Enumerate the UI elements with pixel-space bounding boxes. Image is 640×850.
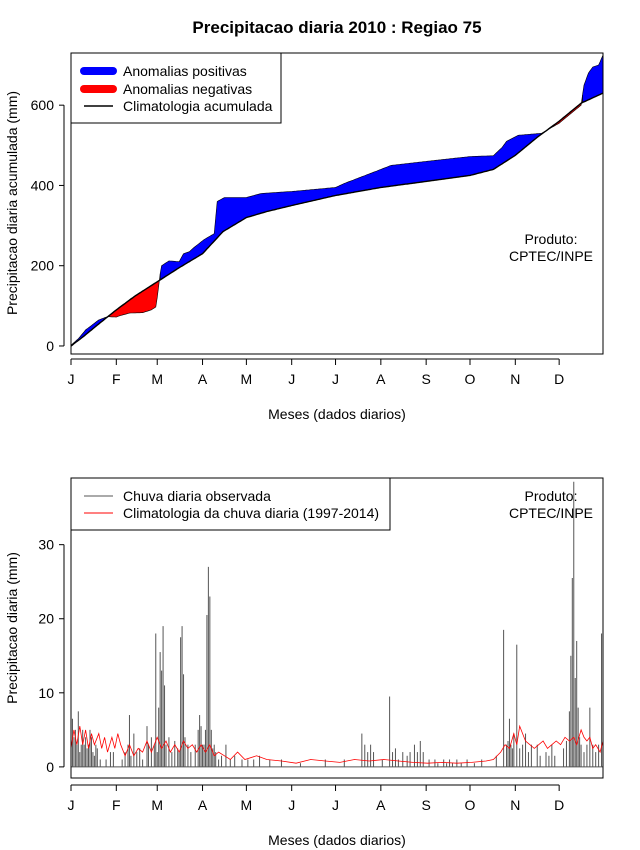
- x-tick-label: J: [288, 371, 295, 387]
- y-axis: 0 200 400 600: [31, 97, 65, 354]
- x-tick-label: N: [510, 797, 520, 813]
- product-annotation: CPTEC/INPE: [509, 248, 593, 264]
- x-tick-label: A: [376, 797, 386, 813]
- legend-entry: Anomalias positivas: [123, 63, 247, 79]
- x-tick-label: F: [112, 371, 121, 387]
- product-annotation: Produto:: [525, 231, 578, 247]
- x-axis-label: Meses (dados diarios): [268, 406, 406, 422]
- x-tick-label: S: [421, 797, 430, 813]
- y-tick-label: 0: [46, 338, 54, 354]
- climatology-accumulated-line: [70, 92, 604, 347]
- x-tick-label: A: [198, 371, 208, 387]
- positive-anomaly-area: [582, 54, 604, 103]
- x-tick-label: J: [332, 371, 339, 387]
- legend-entry: Climatologia acumulada: [123, 98, 273, 114]
- legend: Chuva diaria observada Climatologia da c…: [70, 477, 391, 531]
- x-tick-label: A: [376, 371, 386, 387]
- y-axis: 0 10 20 30: [38, 537, 65, 775]
- negative-anomaly-area: [108, 273, 161, 318]
- x-tick-label: O: [465, 797, 476, 813]
- y-tick-label: 20: [38, 611, 54, 627]
- accumulated-chart: 0 200 400 600 J F M A M J J A S O N D Precipitacao dia…: [4, 52, 604, 422]
- x-tick-label: J: [332, 797, 339, 813]
- negative-anomaly-area: [547, 95, 583, 131]
- plot-frame: [70, 52, 604, 355]
- x-tick-label: A: [198, 797, 208, 813]
- x-tick-label: F: [112, 797, 121, 813]
- y-tick-label: 30: [38, 537, 54, 553]
- x-tick-label: S: [421, 371, 430, 387]
- x-tick-label: J: [288, 797, 295, 813]
- y-axis-label: Precipitacao diaria acumulada (mm): [4, 91, 20, 315]
- chart-title: Precipitacao diaria 2010 : Regiao 75: [192, 18, 481, 37]
- x-tick-label: M: [241, 797, 253, 813]
- y-tick-label: 400: [31, 177, 55, 193]
- product-annotation: Produto:: [525, 488, 578, 504]
- x-axis-label: Meses (dados diarios): [268, 832, 406, 848]
- daily-chart: 0 10 20 30 J F M A M J J A S O N D Precipitacao diaria…: [4, 477, 604, 848]
- y-tick-label: 0: [46, 759, 54, 775]
- y-axis-label: Precipitacao diaria (mm): [4, 552, 20, 704]
- x-tick-label: M: [151, 371, 163, 387]
- x-tick-label: N: [510, 371, 520, 387]
- y-tick-label: 200: [31, 258, 55, 274]
- positive-anomaly-area: [159, 129, 548, 281]
- y-tick-label: 600: [31, 97, 55, 113]
- x-tick-label: M: [241, 371, 253, 387]
- product-annotation: CPTEC/INPE: [509, 505, 593, 521]
- x-tick-label: D: [554, 371, 564, 387]
- legend-box: [70, 477, 391, 531]
- x-tick-label: O: [465, 371, 476, 387]
- x-tick-label: J: [68, 797, 75, 813]
- climatology-line: [70, 724, 604, 764]
- legend: Anomalias positivas Anomalias negativas …: [70, 52, 282, 124]
- x-tick-label: J: [68, 371, 75, 387]
- legend-entry: Climatologia da chuva diaria (1997-2014): [123, 505, 379, 521]
- y-tick-label: 10: [38, 685, 54, 701]
- x-tick-label: D: [554, 797, 564, 813]
- x-tick-label: M: [151, 797, 163, 813]
- legend-entry: Chuva diaria observada: [123, 488, 271, 504]
- legend-entry: Anomalias negativas: [123, 81, 252, 97]
